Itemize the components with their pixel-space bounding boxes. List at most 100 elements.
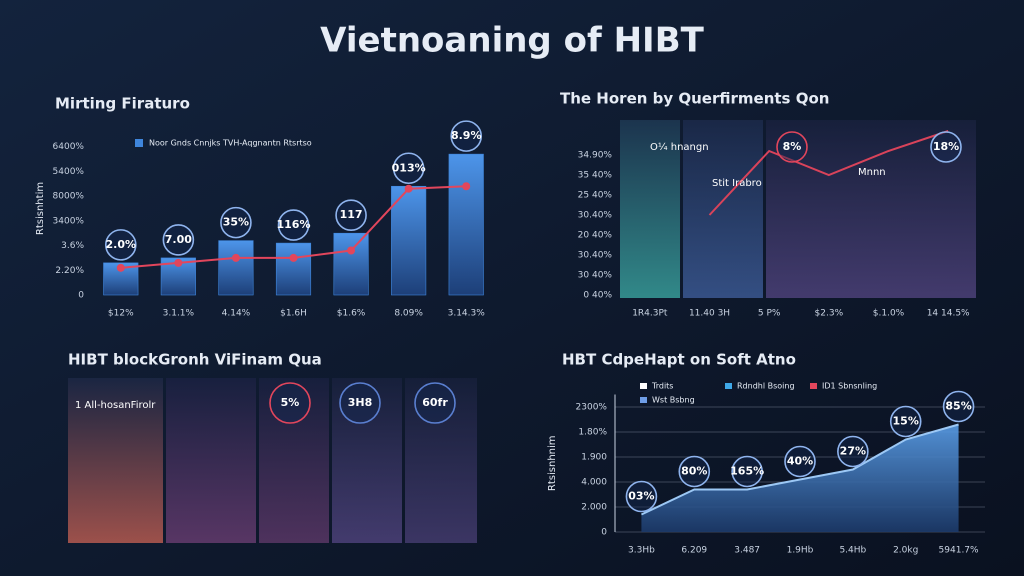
x-tick-label: $1.6% (337, 309, 366, 319)
bar (448, 153, 484, 296)
annotation: 1 All-hosanFirolr (75, 400, 156, 411)
x-tick-label: $12% (108, 309, 134, 319)
y-tick-label: 30.40% (578, 211, 613, 221)
annotation: 15% (893, 415, 919, 428)
panel-bg (683, 120, 763, 298)
legend-swatch (640, 397, 647, 403)
chart-title: HIBT blockGronh ViFinam Qua (68, 351, 322, 369)
y-tick-label: 5400% (53, 167, 85, 177)
y-tick-label: 25 40% (578, 191, 613, 201)
x-tick-label: 6.209 (681, 546, 707, 556)
annotation: 27% (840, 445, 866, 458)
panel-bg (620, 120, 680, 298)
annotation-ring (220, 206, 252, 239)
annotation: 80% (681, 465, 707, 478)
annotation: 5% (281, 396, 300, 409)
chart-title: Mirting Firaturo (55, 95, 190, 113)
panel-bg (766, 120, 976, 298)
annotation-ring (930, 131, 962, 163)
area (641, 424, 959, 532)
annotation: Mnnn (858, 167, 886, 178)
y-tick-label: 0 (601, 528, 607, 538)
legend-label: Noor Gnds Cnnjks TVH-Aqgnantn Rtsrtso (149, 139, 312, 148)
x-tick-label: 1R4.3Pt (632, 309, 668, 319)
line-point (289, 253, 298, 262)
line (708, 130, 949, 216)
bar (333, 232, 369, 296)
legend-swatch (640, 383, 647, 389)
annotation-ring (889, 405, 922, 438)
y-axis-label: Rtsisnhnim (547, 435, 558, 491)
line-point (231, 253, 240, 262)
legend-label: Wst Bsbng (652, 396, 695, 405)
bar (218, 240, 254, 296)
x-tick-label: 14 14.5% (927, 309, 970, 319)
annotation-ring (784, 445, 816, 478)
y-tick-label: 1.900 (581, 453, 607, 463)
annotation: 85% (945, 400, 971, 413)
y-tick-label: 35 40% (578, 171, 613, 181)
annotation: 35% (223, 216, 249, 229)
chart-title: HBT CdpeHapt on Soft Atno (562, 351, 796, 369)
y-tick-label: 6400% (53, 142, 85, 152)
panel-bg (405, 378, 477, 543)
annotation-ring (104, 229, 137, 261)
y-tick-label: 20 40% (578, 231, 613, 241)
x-tick-label: 3.3Hb (628, 546, 655, 556)
line-point (404, 184, 413, 193)
panel-bg (332, 378, 402, 543)
annotation: Stit Irabro (712, 178, 762, 189)
annotation-ring (339, 382, 381, 424)
y-tick-label: 34.90% (578, 151, 613, 161)
x-tick-label: 3.1.1% (163, 309, 195, 319)
annotation: 40% (787, 455, 813, 468)
annotation-ring (776, 131, 808, 163)
y-tick-label: 0 (78, 291, 84, 301)
y-tick-label: 8000% (53, 192, 85, 202)
annotation-ring (837, 435, 869, 468)
y-tick-label: 30.40% (578, 251, 613, 261)
legend-label: Trdits (651, 382, 673, 391)
annotation: O¼ hnangn (650, 141, 709, 153)
x-tick-label: 2.0kg (893, 546, 918, 556)
annotation-ring (625, 480, 658, 513)
annotation: 116% (277, 218, 311, 231)
x-tick-label: 1.9Hb (787, 546, 814, 556)
y-tick-label: 1.80% (578, 428, 607, 438)
x-tick-label: 3.487 (734, 546, 760, 556)
annotation-ring (414, 382, 456, 424)
annotation: 7.00 (165, 233, 192, 246)
annotation-ring (942, 390, 975, 423)
x-tick-label: 5 P% (758, 309, 781, 319)
chart-title: The Horen by Querfirments Qon (560, 90, 829, 108)
y-tick-label: 2.000 (581, 503, 607, 513)
annotation: 18% (933, 140, 959, 153)
x-tick-label: 5.4Hb (839, 546, 866, 556)
y-tick-label: 30 40% (578, 271, 613, 281)
x-tick-label: $2.3% (815, 309, 844, 319)
annotation-ring (277, 209, 310, 241)
y-axis-label: Rtsisnhtim (35, 182, 46, 235)
bar (275, 242, 312, 296)
line-point (174, 258, 183, 267)
x-tick-label: 5941.7% (939, 546, 979, 556)
x-tick-label: 3.14.3% (448, 309, 486, 319)
y-tick-label: 0 40% (583, 291, 612, 301)
y-tick-label: 3.6% (61, 241, 84, 251)
annotation-ring (392, 152, 425, 185)
annotation-ring (731, 455, 763, 488)
annotation: 8.9% (451, 129, 482, 142)
annotation-ring (162, 224, 195, 256)
line-point (462, 182, 471, 191)
y-tick-label: 2300% (576, 403, 608, 413)
panel-bg (166, 378, 256, 543)
annotation: 117 (340, 208, 363, 221)
annotation: 03% (628, 490, 654, 503)
page-title: Vietnoaning of HIBT (320, 21, 704, 61)
annotation: 2.0% (106, 238, 137, 251)
annotation-ring (678, 455, 711, 488)
annotation: 165% (730, 465, 764, 478)
annotation: 8% (783, 140, 802, 153)
